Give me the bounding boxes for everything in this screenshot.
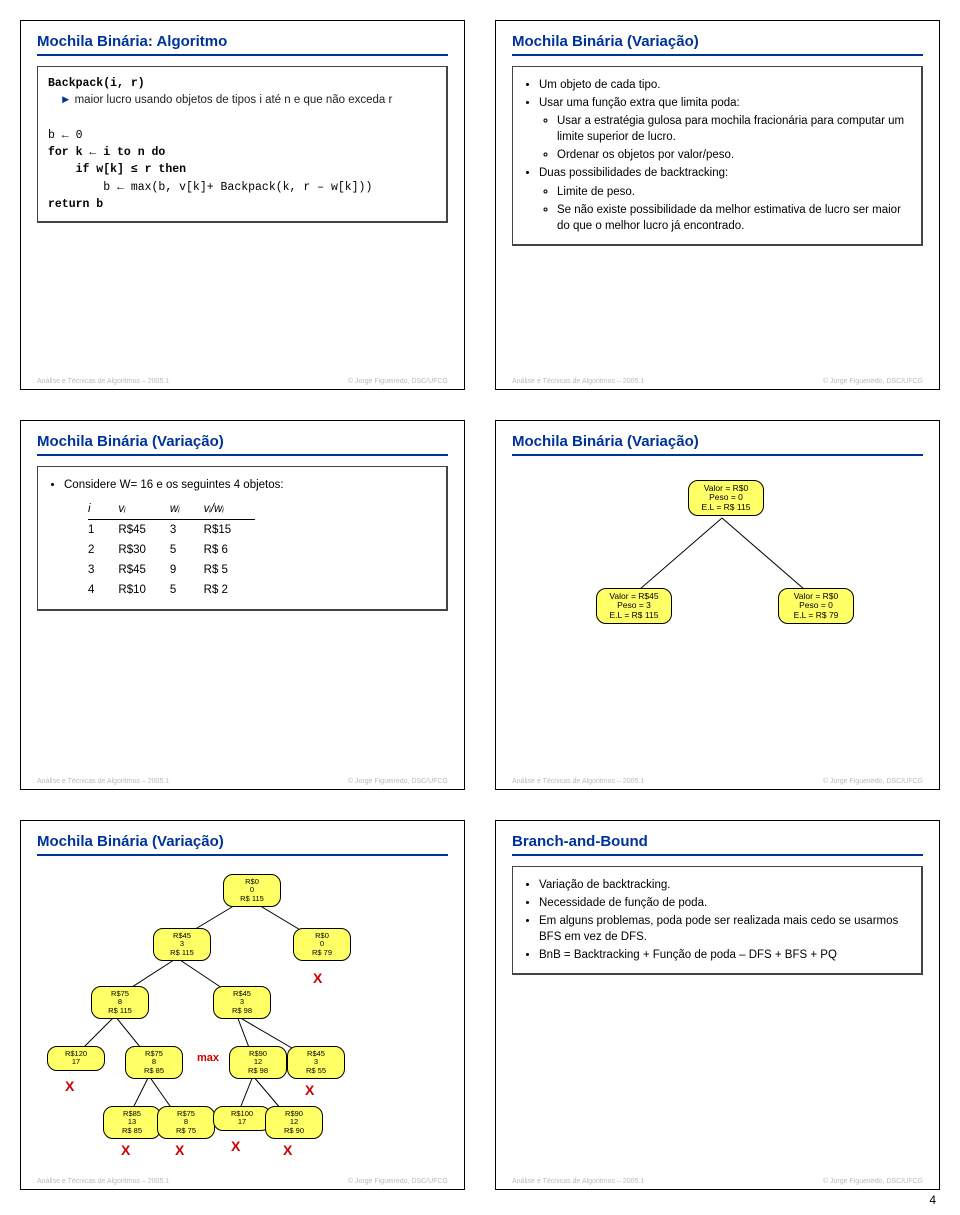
bnb-item: Em alguns problemas, poda pode ser reali… [539, 913, 911, 945]
tree-area: R$00R$ 115 R$453R$ 115 R$00R$ 79 X R$758… [37, 866, 448, 1172]
tree-node: R$453R$ 55 [287, 1046, 345, 1079]
tree-node: R$8513R$ 85 [103, 1106, 161, 1139]
slide-bnb: Branch-and-Bound Variação de backtrackin… [495, 820, 940, 1190]
tree-node: R$758R$ 75 [157, 1106, 215, 1139]
tree-node: R$453R$ 98 [213, 986, 271, 1019]
slide-title: Mochila Binária (Variação) [512, 33, 923, 56]
rule-item: Duas possibilidades de backtracking: Lim… [539, 165, 911, 233]
tree-node-root: Valor = R$0Peso = 0E.L = R$ 115 [688, 480, 764, 516]
tree-node: R$758R$ 115 [91, 986, 149, 1019]
objects-table: ivᵢwᵢvᵢ/wᵢ 1R$453R$15 2R$305R$ 6 3R$459R… [88, 499, 255, 600]
table-box: Considere W= 16 e os seguintes 4 objetos… [37, 466, 448, 611]
slide-title: Mochila Binária (Variação) [37, 833, 448, 856]
tree-node: R$453R$ 115 [153, 928, 211, 961]
slide-big-tree: Mochila Binária (Variação) R$00R$ 115 R$… [20, 820, 465, 1190]
slide-title: Mochila Binária: Algoritmo [37, 33, 448, 56]
x-mark: X [121, 1142, 130, 1158]
slide-title: Mochila Binária (Variação) [37, 433, 448, 456]
algorithm-text: Backpack(i, r) ► maior lucro usando obje… [48, 75, 436, 213]
slide-variacao-rules: Mochila Binária (Variação) Um objeto de … [495, 20, 940, 390]
bnb-item: Variação de backtracking. [539, 877, 911, 893]
rule-subitem: Usar a estratégia gulosa para mochila fr… [557, 113, 911, 145]
bnb-item: Necessidade de função de poda. [539, 895, 911, 911]
tree-node: R$10017 [213, 1106, 271, 1131]
x-mark: X [305, 1082, 314, 1098]
rule-subitem: Se não existe possibilidade da melhor es… [557, 202, 911, 234]
tree-node: R$9012R$ 98 [229, 1046, 287, 1079]
tree-node: R$00R$ 79 [293, 928, 351, 961]
x-mark: X [313, 970, 322, 986]
rules-box: Um objeto de cada tipo. Usar uma função … [512, 66, 923, 246]
table-header: ivᵢwᵢvᵢ/wᵢ [88, 499, 255, 520]
tree-node: R$758R$ 85 [125, 1046, 183, 1079]
slide-footer: Análise e Técnicas de Algoritmos – 2005.… [37, 372, 448, 385]
tree-area: Valor = R$0Peso = 0E.L = R$ 115 Valor = … [512, 466, 923, 772]
slide-title: Branch-and-Bound [512, 833, 923, 856]
tree-node-right: Valor = R$0Peso = 0E.L = R$ 79 [778, 588, 854, 624]
table-row: 2R$305R$ 6 [88, 540, 255, 560]
x-mark: X [283, 1142, 292, 1158]
table-row: 1R$453R$15 [88, 520, 255, 541]
slide-footer: Análise e Técnicas de Algoritmos – 2005.… [512, 1172, 923, 1185]
page-number: 4 [929, 1193, 936, 1207]
max-label: max [197, 1052, 219, 1064]
x-mark: X [65, 1078, 74, 1094]
slide-footer: Análise e Técnicas de Algoritmos – 2005.… [37, 772, 448, 785]
rule-subitem: Ordenar os objetos por valor/peso. [557, 147, 911, 163]
bnb-item: BnB = Backtracking + Função de poda – DF… [539, 947, 911, 963]
slide-title: Mochila Binária (Variação) [512, 433, 923, 456]
rule-item: Usar uma função extra que limita poda: U… [539, 95, 911, 163]
slide-footer: Análise e Técnicas de Algoritmos – 2005.… [512, 772, 923, 785]
table-intro: Considere W= 16 e os seguintes 4 objetos… [64, 477, 436, 493]
tree-node: R$9012R$ 90 [265, 1106, 323, 1139]
table-row: 3R$459R$ 5 [88, 560, 255, 580]
tree-node: R$00R$ 115 [223, 874, 281, 907]
table-row: 4R$105R$ 2 [88, 580, 255, 600]
rule-item: Um objeto de cada tipo. [539, 77, 911, 93]
tree-node-left: Valor = R$45Peso = 3E.L = R$ 115 [596, 588, 672, 624]
x-mark: X [231, 1138, 240, 1154]
slide-footer: Análise e Técnicas de Algoritmos – 2005.… [512, 372, 923, 385]
tree-node: R$12017 [47, 1046, 105, 1071]
algorithm-box: Backpack(i, r) ► maior lucro usando obje… [37, 66, 448, 223]
slide-table: Mochila Binária (Variação) Considere W= … [20, 420, 465, 790]
slide-algoritmo: Mochila Binária: Algoritmo Backpack(i, r… [20, 20, 465, 390]
x-mark: X [175, 1142, 184, 1158]
rule-subitem: Limite de peso. [557, 184, 911, 200]
bnb-box: Variação de backtracking. Necessidade de… [512, 866, 923, 975]
slide-small-tree: Mochila Binária (Variação) Valor = R$0Pe… [495, 420, 940, 790]
